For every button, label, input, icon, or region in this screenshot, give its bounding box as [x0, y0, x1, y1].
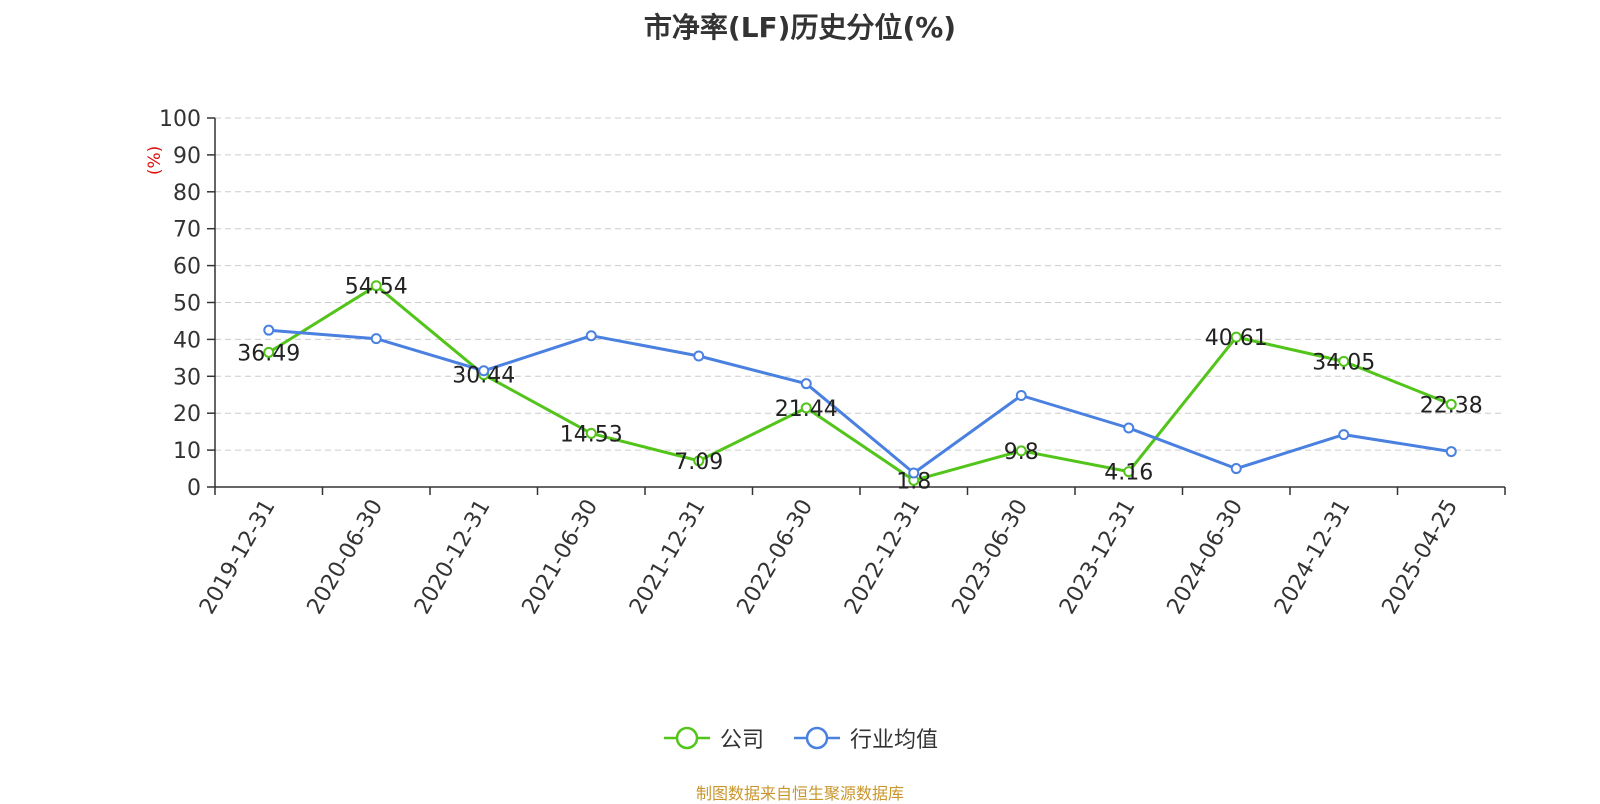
- x-tick-label: 2022-06-30: [733, 495, 819, 618]
- data-label: 34.05: [1312, 350, 1375, 375]
- axes: 0 10 20 30 40 50 60 70 80 90 100 (%) 2019-12-31 2020-…: [145, 107, 1506, 619]
- data-label: 9.8: [1004, 440, 1039, 465]
- data-point: [1230, 463, 1242, 475]
- data-point: [1445, 446, 1457, 458]
- x-tick-label: 2024-06-30: [1163, 495, 1249, 618]
- data-point: [370, 333, 382, 345]
- source-note: 制图数据来自恒生聚源数据库: [695, 784, 904, 803]
- data-point: [1338, 355, 1350, 367]
- legend-item-industry-average[interactable]: 行业均值: [792, 722, 938, 754]
- data-label: 4.16: [1104, 461, 1153, 486]
- data-point: [585, 427, 597, 439]
- data-point: [263, 324, 275, 336]
- x-tick-label: 2025-04-25: [1378, 495, 1464, 618]
- legend: 公司 行业均值: [0, 722, 1600, 754]
- data-point: [693, 350, 705, 362]
- y-tick-label: 0: [187, 476, 201, 501]
- legend-label: 行业均值: [850, 728, 939, 753]
- data-label: 14.53: [560, 422, 623, 447]
- legend-item-company[interactable]: 公司: [662, 722, 764, 754]
- y-tick-label: 30: [173, 365, 201, 390]
- x-tick-label: 2020-12-31: [410, 495, 496, 618]
- data-point: [585, 330, 597, 342]
- x-tick-label: 2023-06-30: [948, 495, 1034, 618]
- data-point: [370, 280, 382, 292]
- data-label: 21.44: [775, 397, 838, 422]
- data-label: 30.44: [452, 364, 515, 389]
- data-point: [1338, 429, 1350, 441]
- y-tick-label: 10: [173, 439, 201, 464]
- data-label: 22.38: [1420, 393, 1483, 418]
- data-point: [693, 455, 705, 467]
- data-label: 1.8: [896, 469, 931, 494]
- x-tick-label: 2022-12-31: [840, 495, 926, 618]
- data-point: [1015, 389, 1027, 401]
- y-tick-label: 20: [173, 402, 201, 427]
- data-point: [263, 346, 275, 358]
- gridlines: [215, 117, 1505, 451]
- x-tick-label: 2019-12-31: [195, 495, 281, 618]
- x-tick-label: 2021-12-31: [625, 495, 711, 618]
- y-tick-label: 50: [173, 292, 201, 317]
- series-line-company: [268, 284, 1452, 482]
- y-tick-label: 70: [173, 218, 201, 243]
- data-point: [1015, 445, 1027, 457]
- data-point: [478, 365, 490, 377]
- y-tick-label: 100: [159, 107, 201, 132]
- data-label: 7.09: [674, 450, 723, 475]
- data-point: [1230, 331, 1242, 343]
- data-label: 40.61: [1205, 326, 1268, 351]
- x-tick-label: 2020-06-30: [303, 495, 389, 618]
- y-tick-label: 40: [173, 328, 201, 353]
- data-point: [1123, 422, 1135, 434]
- chart-title: 市净率(LF)历史分位(%): [643, 11, 957, 44]
- data-point: [1445, 398, 1457, 410]
- data-point: [1123, 466, 1135, 478]
- data-labels: 36.49 54.54 30.44 14.53 7.09 21.44 1.8 9.8 4.16 4…: [237, 275, 1482, 495]
- y-tick-label: 80: [173, 181, 201, 206]
- legend-line-marker-icon: [794, 726, 840, 750]
- data-label: 36.49: [237, 341, 300, 366]
- legend-line-marker-icon: [663, 726, 710, 750]
- data-point: [908, 467, 920, 479]
- series-line-industry-average: [268, 328, 1452, 475]
- x-tick-label: 2023-12-31: [1055, 495, 1141, 618]
- data-label: 54.54: [345, 275, 408, 300]
- y-axis-label: (%): [145, 146, 165, 175]
- series-lines: [263, 280, 1457, 486]
- y-tick-label: 60: [173, 255, 201, 280]
- y-tick-label: 90: [173, 144, 201, 169]
- x-tick-label: 2024-12-31: [1270, 495, 1356, 618]
- legend-label: 公司: [719, 728, 764, 753]
- data-point: [800, 402, 812, 414]
- data-point: [800, 378, 812, 390]
- x-tick-label: 2021-06-30: [518, 495, 604, 618]
